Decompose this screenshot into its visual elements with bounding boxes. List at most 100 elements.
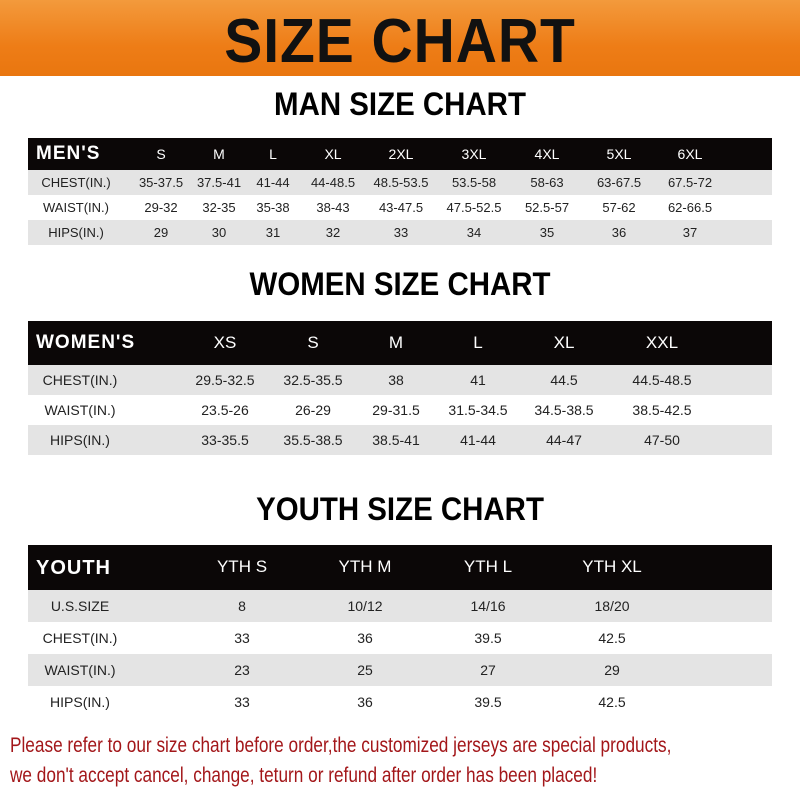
size-header: YTH M — [338, 557, 392, 577]
table-cell: 23 — [234, 661, 250, 678]
table-cell: 44.5-48.5 — [632, 371, 692, 388]
table-cell: 52.5-57 — [524, 199, 570, 215]
row-label: HIPS(IN.) — [48, 224, 104, 240]
table-cell: 32 — [325, 224, 341, 240]
table-cell: 26-29 — [295, 401, 331, 418]
table-cell: 29 — [604, 661, 620, 678]
table-row: CHEST(IN.) 29.5-32.5 32.5-35.5 38 41 44.5 44.5… — [28, 365, 772, 395]
table-corner-label: MEN'S — [36, 142, 101, 164]
table-cell: 57-62 — [602, 199, 636, 215]
table-cell: 34 — [466, 224, 482, 240]
table-cell: 44-47 — [546, 431, 582, 448]
size-header: 5XL — [606, 145, 632, 162]
table-cell: 63-67.5 — [596, 174, 642, 190]
row-label: WAIST(IN.) — [44, 401, 116, 418]
notice-line-1: Please refer to our size chart before or… — [10, 734, 672, 757]
youth-section-title: YOUTH SIZE CHART — [256, 491, 544, 527]
table-cell: 62-66.5 — [667, 199, 713, 215]
table-cell: 42.5 — [598, 629, 626, 646]
table-cell: 33 — [393, 224, 409, 240]
size-header: YTH XL — [582, 557, 642, 577]
row-label: HIPS(IN.) — [50, 693, 110, 710]
row-label: WAIST(IN.) — [43, 199, 109, 215]
table-header-row: WOMEN'S XS S M L XL XXL — [28, 321, 772, 365]
row-label: U.S.SIZE — [50, 597, 110, 614]
size-header: M — [213, 145, 225, 162]
size-header: XS — [213, 332, 237, 352]
size-header: XL — [553, 332, 575, 352]
table-cell: 47-50 — [644, 431, 680, 448]
table-cell: 35-37.5 — [138, 174, 184, 190]
table-cell: 44.5 — [550, 371, 578, 388]
table-row: WAIST(IN.) 29-32 32-35 35-38 38-43 43-47.5 47.… — [28, 195, 772, 220]
table-cell: 31 — [265, 224, 281, 240]
table-cell: 38.5-41 — [372, 431, 420, 448]
table-header-row: MEN'S S M L XL 2XL 3XL 4XL 5XL 6XL — [28, 138, 772, 170]
size-header: 2XL — [388, 145, 414, 162]
table-cell: 36 — [357, 629, 373, 646]
table-cell: 38 — [388, 371, 404, 388]
table-cell: 39.5 — [474, 629, 502, 646]
table-row: WAIST(IN.) 23.5-26 26-29 29-31.5 31.5-34.5 34… — [28, 395, 772, 425]
table-cell: 37 — [682, 224, 698, 240]
table-cell: 44-48.5 — [310, 174, 356, 190]
table-cell: 35-38 — [256, 199, 290, 215]
table-cell: 29.5-32.5 — [195, 371, 255, 388]
table-cell: 38.5-42.5 — [632, 401, 692, 418]
table-cell: 32.5-35.5 — [283, 371, 343, 388]
table-row: U.S.SIZE 8 10/12 14/16 18/20 — [28, 590, 772, 622]
table-cell: 38-43 — [316, 199, 350, 215]
table-cell: 47.5-52.5 — [446, 199, 502, 215]
table-cell: 58-63 — [530, 174, 564, 190]
table-cell: 48.5-53.5 — [373, 174, 429, 190]
table-cell: 42.5 — [598, 693, 626, 710]
table-cell: 29-31.5 — [372, 401, 420, 418]
table-row: HIPS(IN.) 33-35.5 35.5-38.5 38.5-41 41-44 44-… — [28, 425, 772, 455]
table-cell: 35.5-38.5 — [283, 431, 343, 448]
table-cell: 53.5-58 — [451, 174, 497, 190]
size-header: L — [269, 145, 277, 162]
title-banner: SIZE CHART — [0, 0, 800, 76]
table-cell: 18/20 — [594, 597, 630, 614]
table-cell: 67.5-72 — [667, 174, 713, 190]
table-header-row: YOUTH YTH S YTH M YTH L YTH XL — [28, 545, 772, 590]
table-cell: 30 — [211, 224, 227, 240]
table-cell: 41 — [470, 371, 486, 388]
size-header: S — [307, 332, 319, 352]
women-section-title: WOMEN SIZE CHART — [249, 266, 551, 302]
table-cell: 29 — [153, 224, 169, 240]
table-cell: 27 — [480, 661, 496, 678]
table-cell: 36 — [611, 224, 627, 240]
table-row: CHEST(IN.) 33 36 39.5 42.5 — [28, 622, 772, 654]
table-corner-label: YOUTH — [36, 556, 111, 579]
table-cell: 25 — [357, 661, 373, 678]
size-header: YTH L — [463, 557, 513, 577]
size-header: 4XL — [534, 145, 560, 162]
table-cell: 14/16 — [470, 597, 506, 614]
table-cell: 31.5-34.5 — [448, 401, 508, 418]
table-corner-label: WOMEN'S — [36, 331, 136, 353]
table-cell: 23.5-26 — [201, 401, 249, 418]
table-cell: 33 — [234, 693, 250, 710]
page-title: SIZE CHART — [224, 7, 576, 76]
table-cell: 8 — [238, 597, 246, 614]
table-row: HIPS(IN.) 29 30 31 32 33 34 35 36 37 — [28, 220, 772, 245]
size-header: M — [388, 332, 404, 352]
size-header: 3XL — [461, 145, 487, 162]
row-label: HIPS(IN.) — [50, 431, 110, 448]
row-label: CHEST(IN.) — [42, 371, 118, 388]
men-section-title: MAN SIZE CHART — [274, 86, 526, 122]
table-cell: 10/12 — [347, 597, 383, 614]
notice-line-2: we don't accept cancel, change, teturn o… — [10, 764, 598, 787]
table-row: HIPS(IN.) 33 36 39.5 42.5 — [28, 686, 772, 718]
table-cell: 41-44 — [256, 174, 290, 190]
table-cell: 35 — [539, 224, 555, 240]
table-cell: 43-47.5 — [378, 199, 424, 215]
table-cell: 29-32 — [144, 199, 178, 215]
table-row: WAIST(IN.) 23 25 27 29 — [28, 654, 772, 686]
table-cell: 33 — [234, 629, 250, 646]
row-label: CHEST(IN.) — [41, 174, 111, 190]
size-header: XXL — [645, 332, 679, 352]
table-cell: 41-44 — [460, 431, 496, 448]
